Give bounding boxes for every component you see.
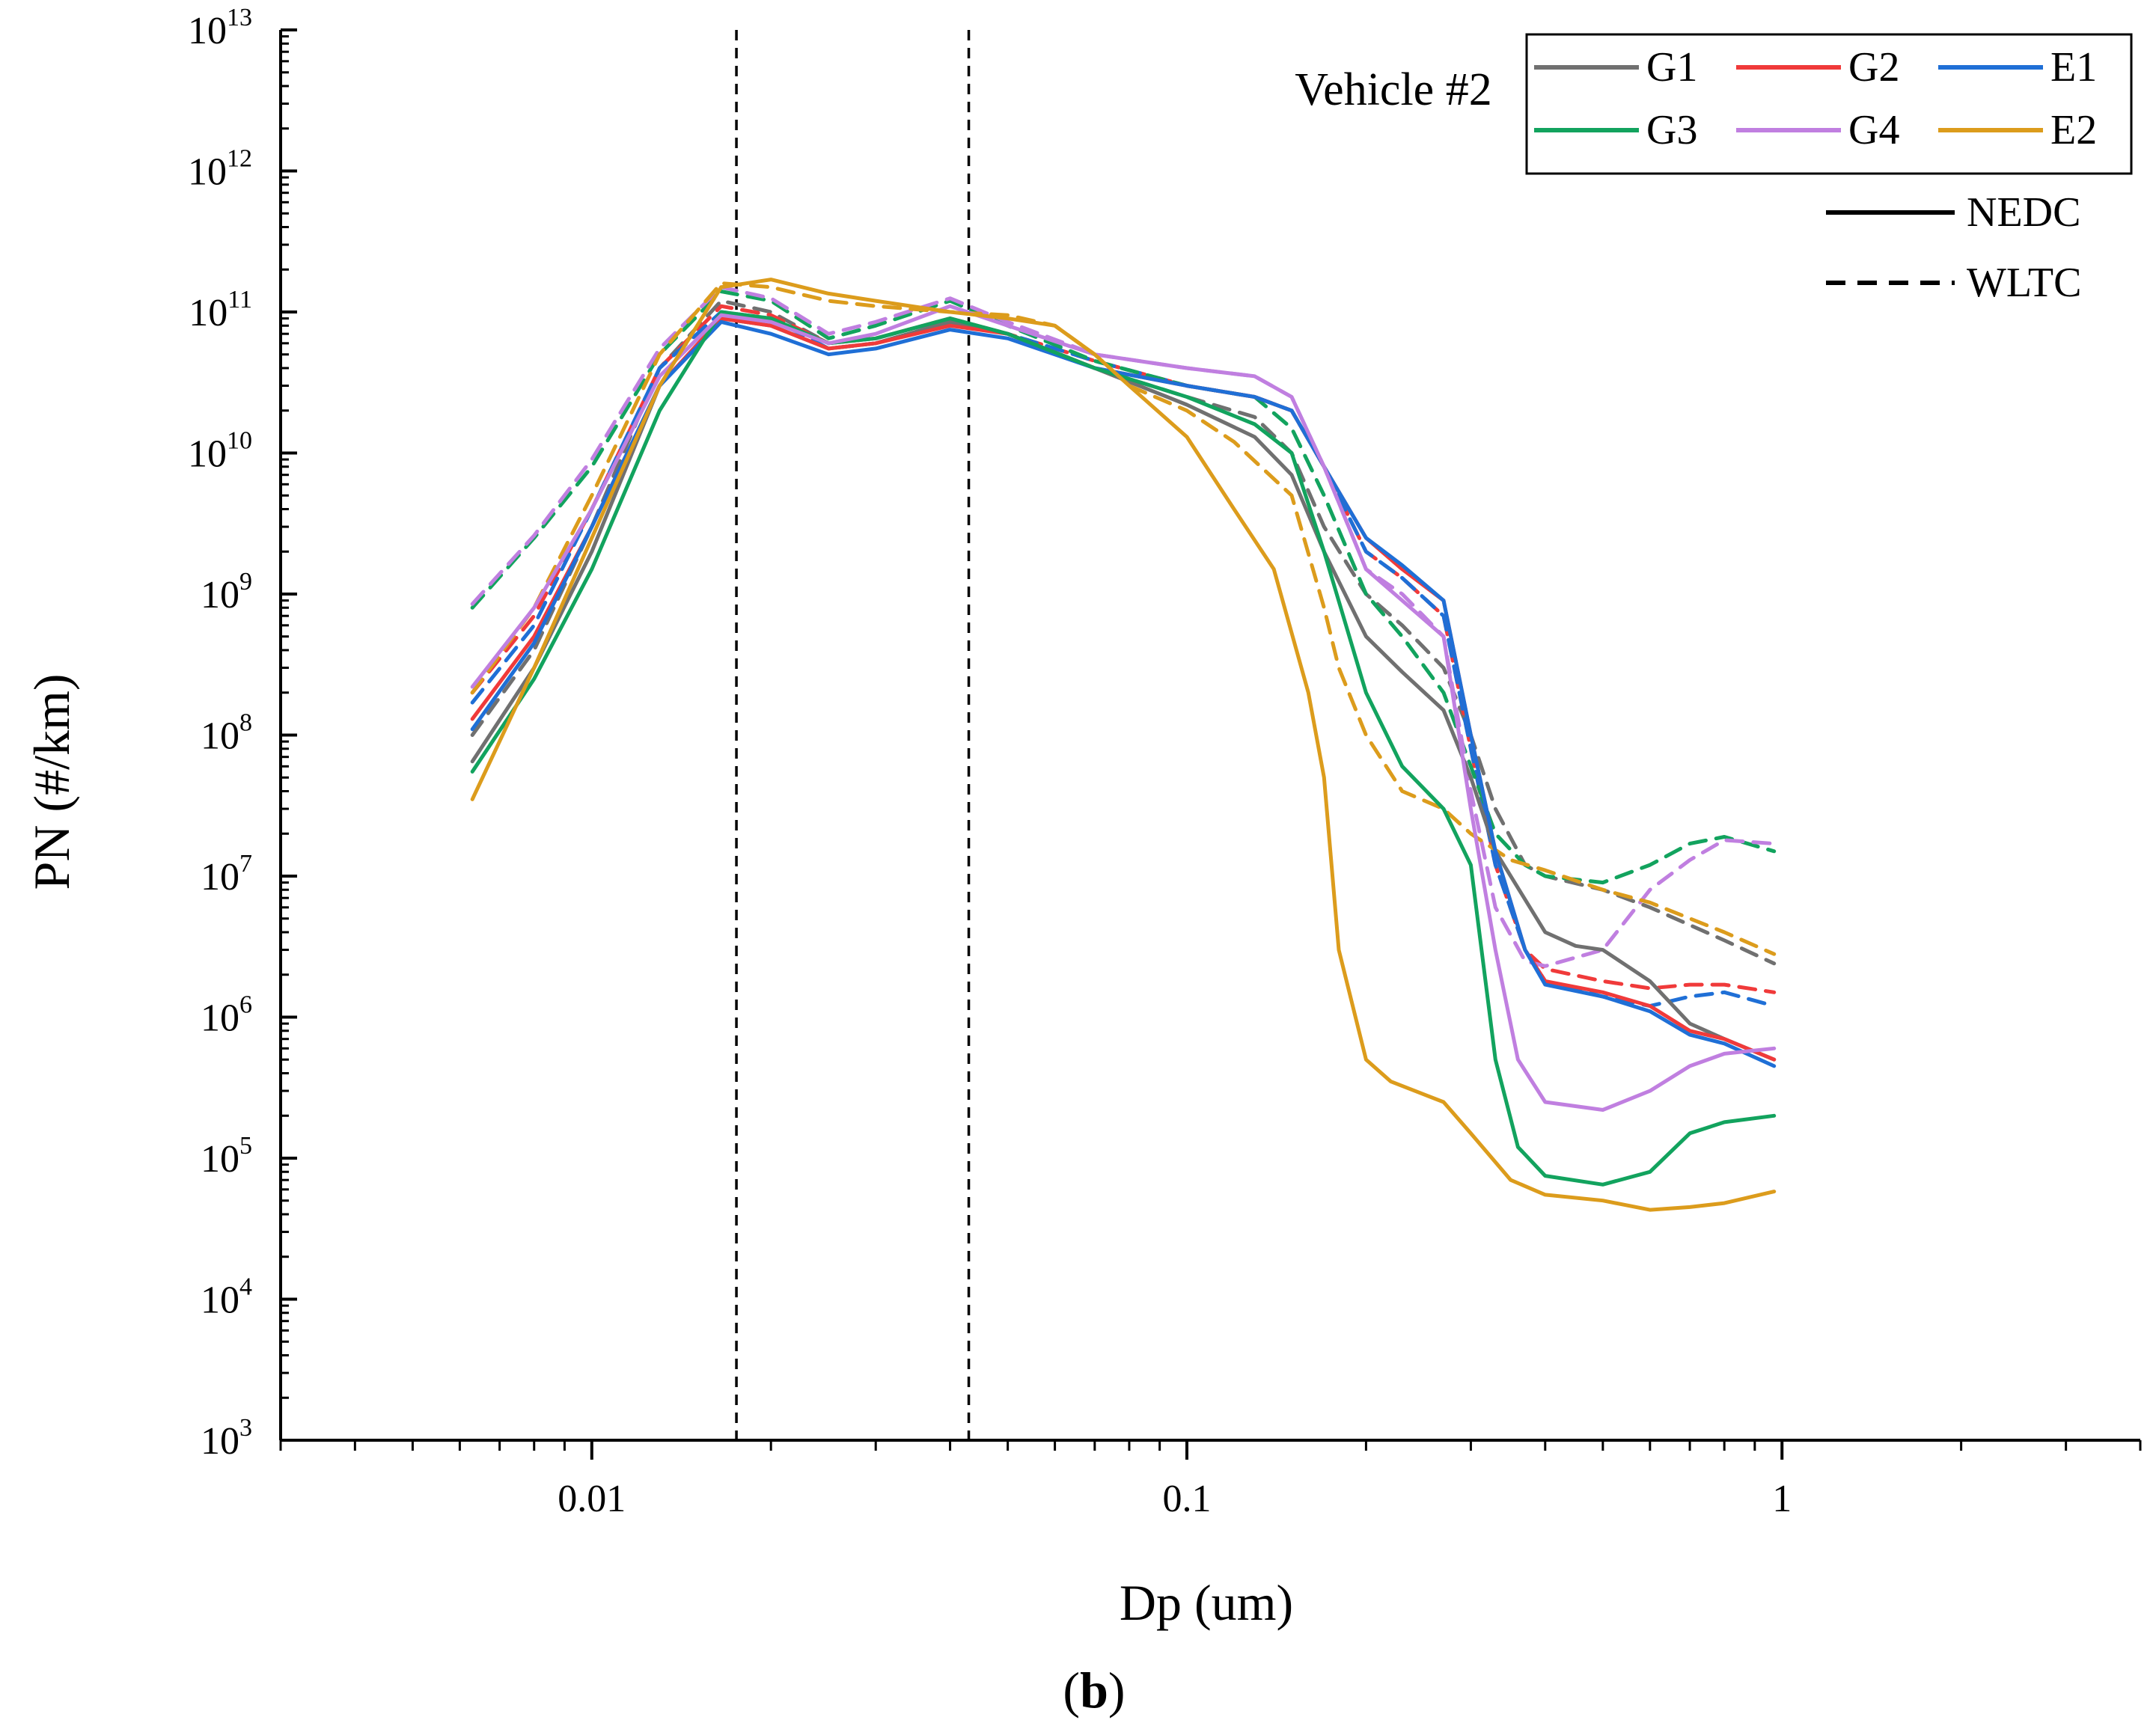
x-tick-label: 0.01 [558, 1478, 626, 1520]
y-tick-exponent: 3 [239, 1414, 252, 1442]
y-tick-exponent: 5 [239, 1132, 252, 1160]
y-tick-base: 10 [188, 151, 227, 194]
series-line-e2-wltc [470, 281, 1777, 956]
series-line-g3-nedc [470, 310, 1777, 1187]
series-line-g3-wltc [470, 290, 1777, 885]
caption-letter: b [1080, 1662, 1108, 1719]
caption-open: ( [1063, 1662, 1080, 1719]
series-line-g4-nedc [470, 304, 1777, 1112]
cycle-legend: NEDC WLTC [1826, 189, 2081, 306]
series-group [470, 278, 1777, 1212]
figure-caption: (b) [1063, 1662, 1125, 1719]
y-tick-label: 1011 [189, 286, 252, 334]
y-tick-label: 1012 [188, 145, 252, 194]
y-tick-label: 105 [201, 1132, 252, 1181]
y-tick-base: 10 [201, 1420, 239, 1463]
reference-lines [735, 30, 971, 1440]
y-tick-exponent: 6 [239, 991, 252, 1019]
y-tick-exponent: 10 [227, 427, 252, 455]
legend-label-e1: E1 [2050, 44, 2097, 91]
x-axis-title: Dp (um) [1120, 1574, 1293, 1631]
y-tick-exponent: 7 [239, 850, 252, 878]
y-tick-label: 106 [201, 991, 252, 1040]
legend-label-g3: G3 [1646, 107, 1697, 153]
y-tick-exponent: 8 [239, 709, 252, 737]
y-tick-exponent: 13 [227, 4, 252, 31]
y-axis-title: PN (#/km) [23, 674, 80, 890]
legend: G1 G2 E1 G3 G4 E2 [1525, 33, 2133, 175]
legend-label-g2: G2 [1848, 44, 1899, 91]
y-tick-exponent: 12 [227, 145, 252, 173]
cycle-legend-label-nedc: NEDC [1967, 189, 2080, 236]
caption-close: ) [1108, 1662, 1126, 1719]
y-tick-label: 103 [201, 1414, 252, 1463]
y-tick-label: 107 [201, 850, 252, 899]
y-tick-base: 10 [189, 292, 227, 334]
y-tick-exponent: 11 [227, 286, 252, 313]
y-tick-label: 109 [201, 568, 252, 616]
cycle-legend-label-wltc: WLTC [1967, 260, 2081, 306]
y-tick-label: 104 [201, 1273, 252, 1322]
x-axis-ticks: 0.01 0.1 1 [279, 1440, 2142, 1520]
y-tick-base: 10 [188, 433, 227, 476]
y-tick-base: 10 [188, 10, 227, 52]
legend-label-g4: G4 [1848, 107, 1899, 153]
y-tick-base: 10 [201, 856, 239, 899]
legend-box [1525, 33, 2133, 175]
x-tick-label: 0.1 [1163, 1478, 1212, 1520]
y-tick-label: 1013 [188, 4, 252, 52]
y-tick-base: 10 [201, 1279, 239, 1322]
legend-label-e2: E2 [2050, 107, 2097, 153]
y-tick-exponent: 9 [239, 568, 252, 596]
y-tick-base: 10 [201, 715, 239, 758]
y-tick-label: 108 [201, 709, 252, 758]
y-tick-base: 10 [201, 1138, 239, 1181]
y-tick-base: 10 [201, 574, 239, 616]
y-tick-exponent: 4 [239, 1273, 252, 1301]
legend-label-g1: G1 [1646, 44, 1697, 91]
chart-annotation: Vehicle #2 [1295, 64, 1491, 115]
series-line-e2-nedc [470, 278, 1777, 1212]
y-tick-label: 1010 [188, 427, 252, 476]
y-tick-base: 10 [201, 997, 239, 1040]
series-line-e1-nedc [470, 319, 1777, 1068]
x-tick-label: 1 [1772, 1478, 1792, 1520]
